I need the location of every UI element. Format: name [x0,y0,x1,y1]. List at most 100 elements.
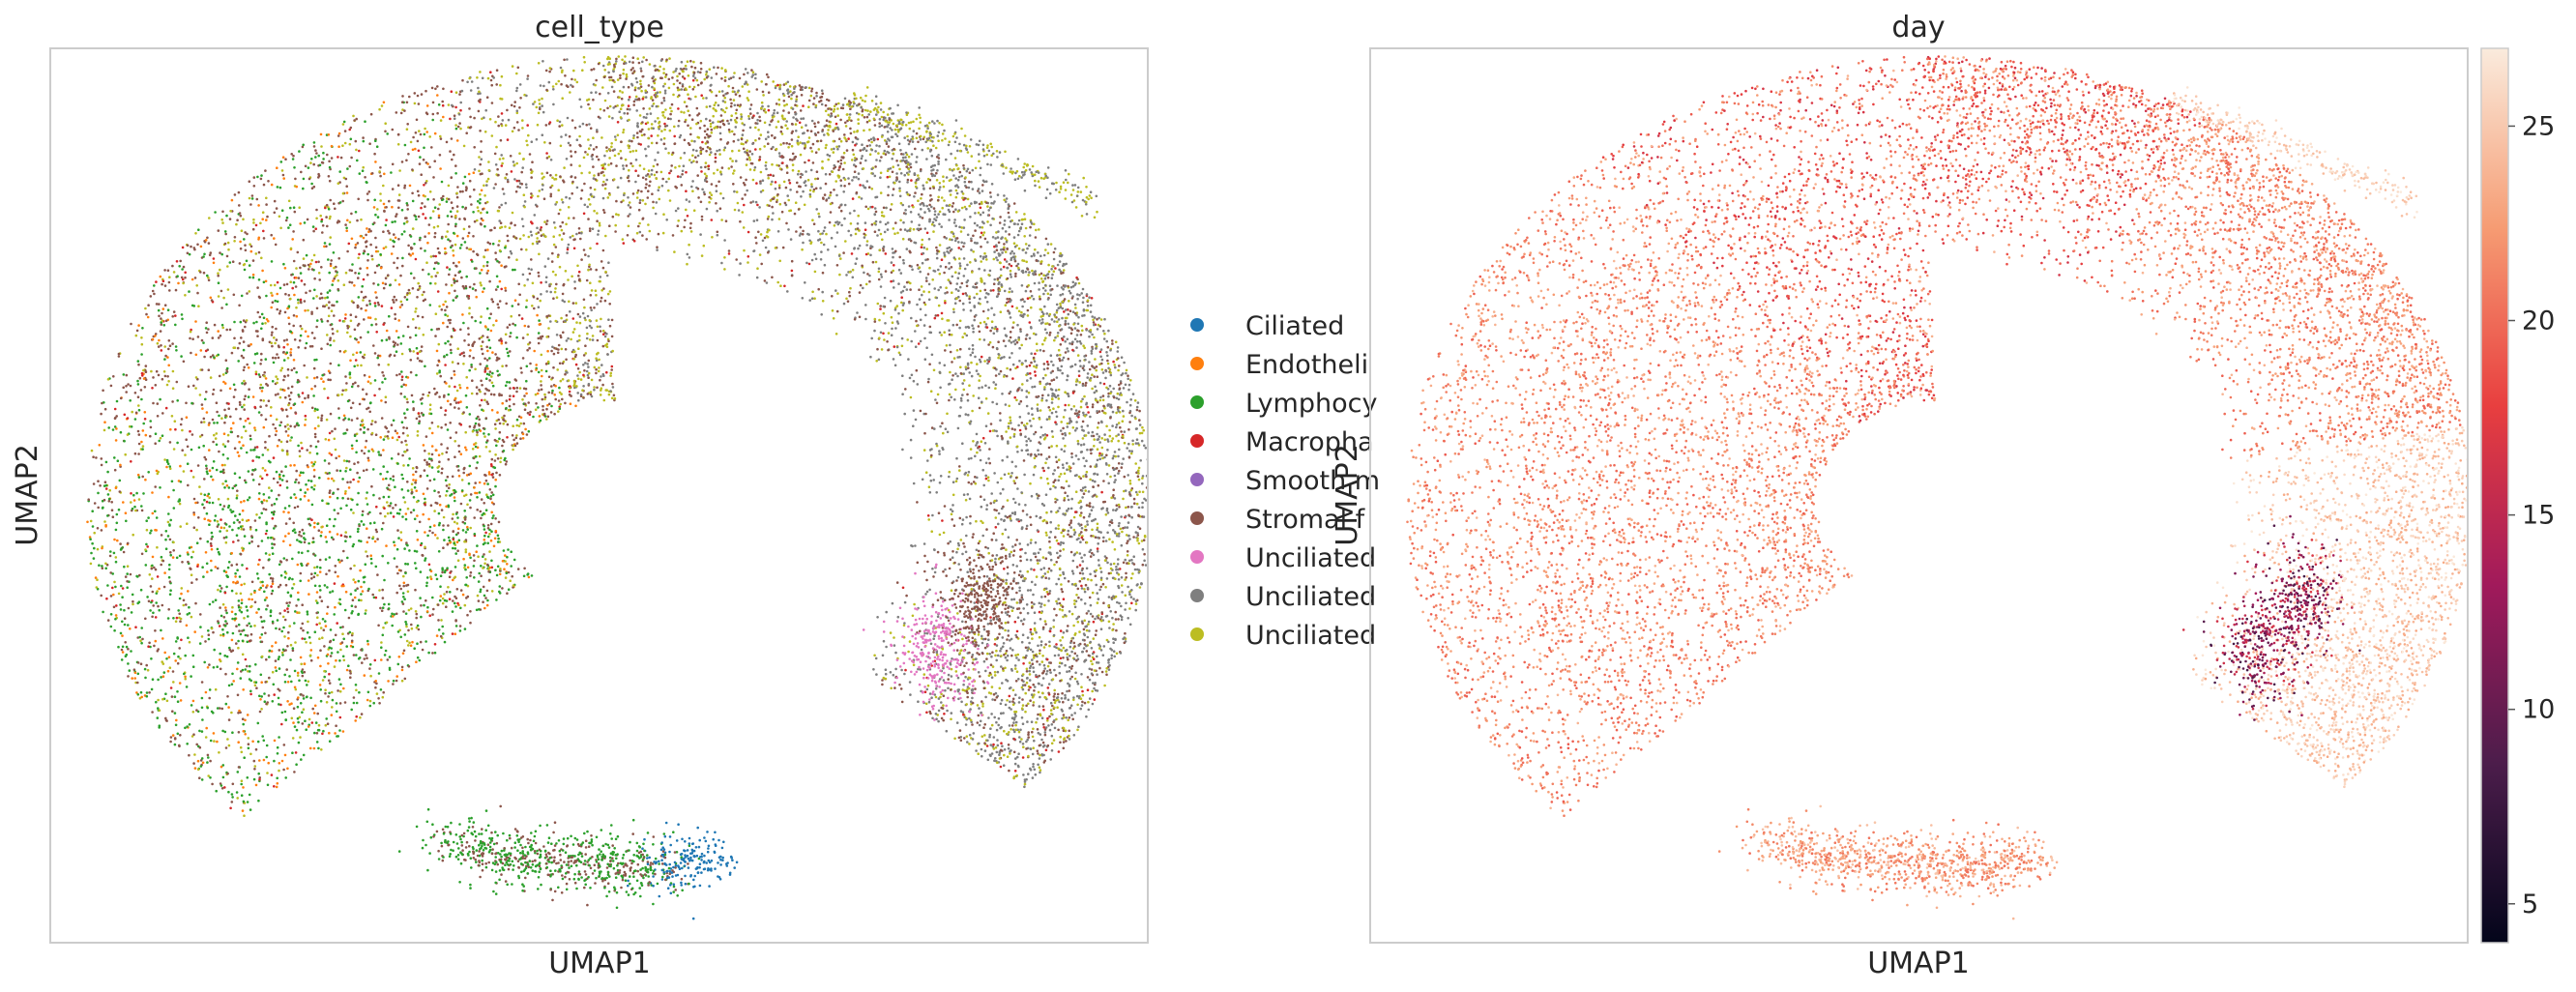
scatter-point [1059,741,1062,744]
scatter-point [313,435,317,439]
scatter-point [1048,408,1052,412]
scatter-point [220,417,223,421]
scatter-point [446,215,450,218]
scatter-point [715,190,718,192]
scatter-point [1081,486,1085,490]
scatter-point [512,424,514,428]
scatter-point [933,693,937,696]
scatter-point [454,547,457,550]
scatter-point [851,159,854,161]
scatter-point [892,269,894,273]
scatter-point [1013,395,1016,399]
scatter-point [537,370,541,374]
scatter-point [703,136,707,139]
scatter-point [729,118,733,122]
scatter-point [450,376,454,380]
scatter-point [355,715,359,718]
scatter-point [879,171,883,175]
scatter-point [1017,678,1020,681]
scatter-point [341,389,345,393]
scatter-point [284,465,287,468]
scatter-point [1081,287,1085,291]
scatter-point [1057,318,1061,321]
scatter-point [936,169,939,172]
scatter-point [281,156,285,159]
scatter-point [995,658,998,662]
scatter-point [149,434,152,438]
scatter-point [466,503,469,507]
scatter-point [938,362,942,365]
scatter-point [455,234,459,238]
scatter-point [527,429,531,433]
scatter-point [444,413,447,417]
scatter-point [552,102,555,106]
scatter-point [1057,598,1060,600]
scatter-point [992,282,996,286]
scatter-point [367,228,371,231]
scatter-point [1070,675,1073,679]
scatter-point [500,112,504,115]
scatter-point [418,350,422,354]
scatter-point [134,334,138,337]
scatter-point [994,383,998,387]
scatter-point [985,744,989,747]
scatter-point [1016,451,1019,453]
scatter-point [1036,403,1039,406]
scatter-point [238,304,241,307]
scatter-point [1058,324,1061,328]
scatter-point [427,232,430,235]
scatter-point [508,256,511,259]
scatter-point [1139,459,1142,462]
scatter-point [415,660,418,663]
scatter-point [572,217,575,219]
scatter-point [994,691,998,695]
scatter-point [833,104,836,108]
scatter-point [357,197,361,201]
scatter-point [1063,472,1067,476]
scatter-point [525,248,528,251]
scatter-point [157,308,161,312]
scatter-point [621,58,624,62]
scatter-point [406,325,410,329]
scatter-point [185,401,188,405]
scatter-point [440,443,443,446]
scatter-point [329,343,333,347]
scatter-point [1021,722,1025,725]
scatter-point [925,204,928,208]
scatter-point [1002,339,1006,342]
scatter-point [364,176,366,179]
scatter-point [770,183,773,186]
scatter-point [1039,695,1041,699]
scatter-point [1034,248,1037,251]
scatter-point [1053,469,1056,472]
scatter-point [446,447,450,450]
scatter-point [1003,289,1007,293]
scatter-point [393,301,395,304]
scatter-point [594,83,597,87]
scatter-point [902,261,905,265]
scatter-point [432,478,436,481]
scatter-point [1004,344,1008,348]
scatter-point [298,530,302,534]
scatter-point [240,583,243,587]
scatter-point [608,193,611,196]
scatter-point [1072,734,1076,737]
scatter-point [875,360,878,363]
scatter-point [464,446,467,450]
scatter-point [403,109,406,112]
scatter-point [824,146,828,150]
scatter-point [486,598,489,602]
scatter-point [921,192,923,196]
scatter-point [780,132,784,135]
scatter-point [714,102,717,104]
scatter-point [447,184,451,188]
scatter-point [530,176,533,179]
scatter-point [326,396,330,399]
scatter-point [271,546,274,549]
scatter-point [704,165,707,169]
scatter-point [925,231,929,235]
scatter-point [1086,448,1089,452]
scatter-point [1071,462,1075,465]
scatter-point [1062,416,1066,419]
scatter-point [1103,455,1106,459]
